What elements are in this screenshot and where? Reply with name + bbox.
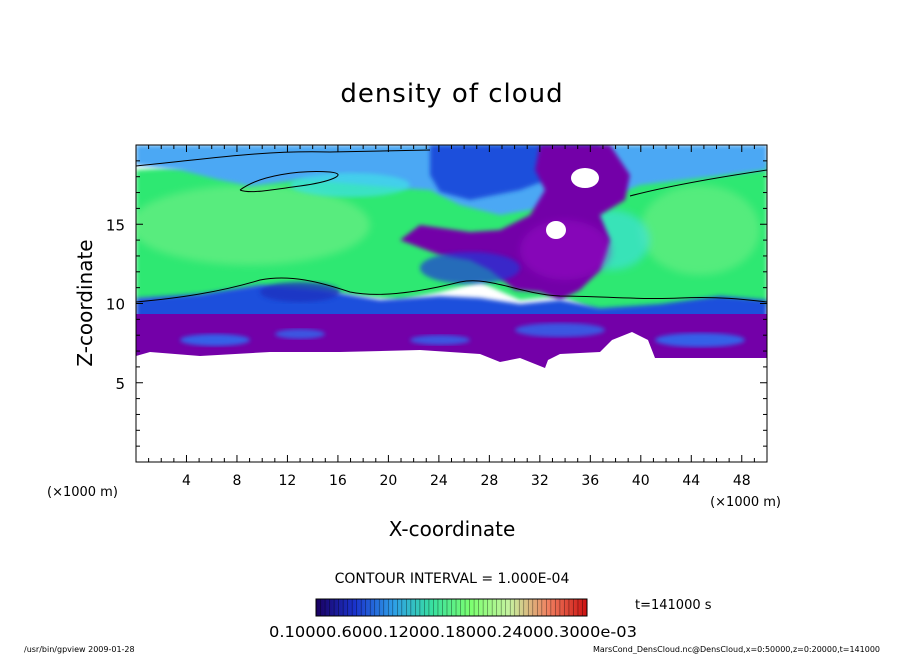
x-tick-label: 4 [182,473,191,489]
cloud-lens-blue [655,333,745,347]
x-tick-label: 28 [480,473,498,489]
footer-left: /usr/bin/gpview 2009-01-28 [24,645,135,654]
cloud-patch-light [136,185,370,265]
x-axis-label: X-coordinate [389,517,516,541]
x-tick-label: 44 [682,473,700,489]
contour-line [136,149,767,197]
colorbar-ticks [320,599,583,616]
y-tick-label: 5 [115,375,125,393]
contour-interval-label: CONTOUR INTERVAL = 1.000E-04 [335,571,570,587]
cloud-hole [546,221,566,239]
cloud-patch-light [640,185,760,275]
y-axis: 5 10 15 [106,160,767,447]
time-label: t=141000 s [635,598,712,613]
x-tick-label: 24 [430,473,448,489]
colorbar-labels: 0.10000.6000.12000.18000.24000.3000e-03 [269,623,637,641]
x-unit-label: (×1000 m) [47,485,118,500]
y-axis-label: Z-coordinate [73,239,97,366]
y-tick-label: 15 [106,216,125,234]
cloud-lens-blue [180,334,250,346]
x-tick-label: 20 [379,473,397,489]
chart-title: density of cloud [340,79,563,109]
cloud-hole [571,168,599,188]
cloud-lens-blue [515,323,605,337]
y-tick-label: 10 [106,296,125,314]
colorbar [315,598,588,617]
x-tick-label: 16 [329,473,347,489]
contour-line [136,277,767,303]
cloud-patch-blue [260,282,340,302]
cloud-lens-blue [275,329,325,339]
plot-area [136,145,767,462]
x-tick-label: 8 [232,473,241,489]
cloud-lens-blue [410,335,470,345]
x-tick-label: 36 [581,473,599,489]
x-tick-label: 48 [733,473,751,489]
cloud-patch-blue [420,252,520,284]
x-tick-label: 12 [279,473,297,489]
x-tick-label: 32 [531,473,549,489]
footer-right: MarsCond_DensCloud.nc@DensCloud,x=0:5000… [593,645,880,654]
x-axis: 4 8 12 16 20 24 28 32 36 40 44 48 [148,145,755,489]
x-tick-label: 40 [632,473,650,489]
cloud-patch-cyan [290,173,410,197]
cloud-plume-core [520,220,610,280]
x-unit-label-right: (×1000 m) [710,495,781,510]
